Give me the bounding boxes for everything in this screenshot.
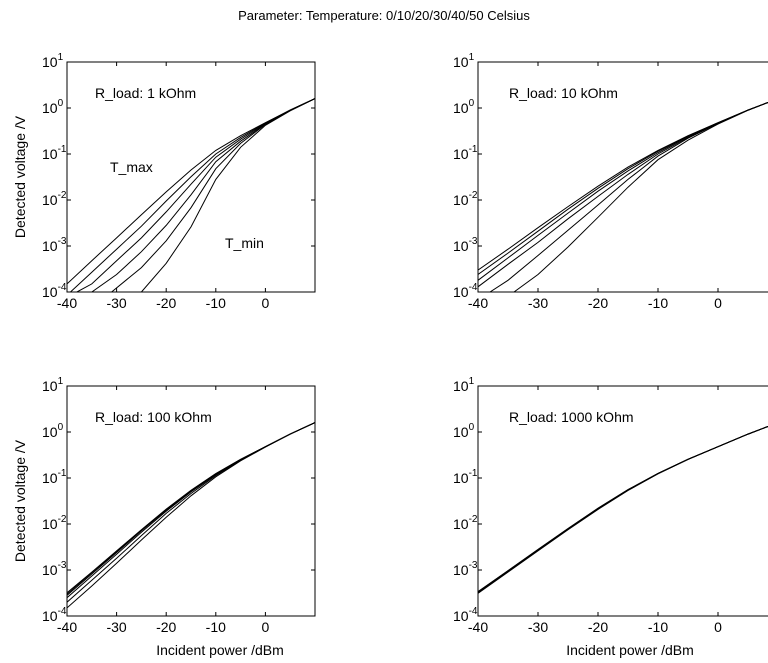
- y-tick-label: 10-1: [42, 468, 67, 486]
- series-line-6: [141, 98, 315, 292]
- series-lines: [67, 422, 315, 609]
- series-line-4: [478, 425, 768, 593]
- x-tick-label: -20: [588, 619, 608, 635]
- series-line-2: [478, 425, 768, 593]
- series-line-1: [478, 101, 768, 271]
- y-tick-label: 10-4: [42, 282, 67, 300]
- y-tick-label: 100: [42, 98, 64, 116]
- series-line-6: [478, 425, 768, 594]
- series-lines: [478, 101, 768, 292]
- annotation: R_load: 10 kOhm: [509, 85, 618, 101]
- y-tick-label: 10-3: [42, 236, 67, 254]
- x-tick-label: 0: [714, 295, 722, 311]
- y-tick-label: 10-2: [453, 514, 478, 532]
- series-line-3: [478, 101, 768, 281]
- series-line-6: [67, 422, 315, 609]
- series-line-3: [76, 98, 315, 292]
- subplot-grid: -40 -30 -20 -10 0 10-4 10-3 10-2 10-1 100 101 R_loa…: [12, 52, 768, 658]
- x-tick-label: -10: [648, 619, 668, 635]
- series-line-4: [67, 422, 315, 599]
- y-tick-label: 101: [42, 52, 64, 70]
- series-line-1: [67, 422, 315, 594]
- y-tick-label: 100: [453, 422, 475, 440]
- y-tick-label: 10-1: [453, 144, 478, 162]
- x-tick-label: -20: [156, 619, 176, 635]
- y-tick-label: 10-2: [42, 190, 67, 208]
- figure-suptitle: Parameter: Temperature: 0/10/20/30/40/50…: [238, 8, 530, 23]
- series-line-4: [91, 98, 315, 292]
- y-tick-label: 101: [42, 376, 64, 394]
- x-tick-label: -20: [588, 295, 608, 311]
- y-tick-label: 10-1: [453, 468, 478, 486]
- x-tick-label: -10: [648, 295, 668, 311]
- series-lines: [478, 425, 768, 594]
- subplot-4: -40 -30 -20 -10 0 10-4 10-3 10-2 10-1 100 101 R_loa…: [453, 376, 768, 658]
- series-lines: [67, 98, 315, 292]
- x-tick-label: -30: [528, 295, 548, 311]
- y-tick-label: 10-2: [42, 514, 67, 532]
- subplot-2: -40 -30 -20 -10 0 10-4 10-3 10-2 10-1 100 101 R_loa…: [453, 52, 768, 311]
- subplot-1: -40 -30 -20 -10 0 10-4 10-3 10-2 10-1 100 101 R_loa…: [12, 52, 316, 311]
- x-tick-label: 0: [262, 619, 270, 635]
- y-axis-label: Detected voltage /V: [12, 115, 28, 238]
- y-axis-label: Detected voltage /V: [12, 439, 28, 562]
- x-axis-label: Incident power /dBm: [566, 642, 694, 658]
- x-tick-label: -30: [106, 295, 126, 311]
- x-tick-label: -30: [106, 619, 126, 635]
- series-line-2: [67, 422, 315, 595]
- y-tick-label: 10-1: [42, 144, 67, 162]
- axes-frame: [66, 385, 316, 617]
- annotation: T_max: [110, 159, 153, 175]
- x-axis-label: Incident power /dBm: [156, 642, 284, 658]
- annotation: R_load: 1000 kOhm: [509, 409, 634, 425]
- y-tick-label: 10-4: [453, 606, 478, 624]
- axes-frame: [477, 385, 768, 617]
- series-line-1: [67, 98, 315, 285]
- x-tick-label: -40: [57, 619, 77, 635]
- y-tick-label: 10-3: [42, 560, 67, 578]
- series-line-3: [478, 425, 768, 593]
- y-tick-label: 10-3: [453, 236, 478, 254]
- annotation: R_load: 100 kOhm: [95, 409, 212, 425]
- y-tick-label: 101: [453, 52, 475, 70]
- annotation: T_min: [225, 235, 264, 251]
- y-tick-label: 100: [453, 98, 475, 116]
- x-tick-label: -20: [156, 295, 176, 311]
- series-line-5: [111, 98, 315, 292]
- x-tick-label: -40: [468, 295, 488, 311]
- x-tick-label: -10: [206, 295, 226, 311]
- x-tick-label: 0: [714, 619, 722, 635]
- y-tick-label: 10-4: [453, 282, 478, 300]
- y-tick-label: 10-2: [453, 190, 478, 208]
- x-tick-label: -10: [206, 619, 226, 635]
- axes-frame: [477, 61, 768, 293]
- series-line-2: [69, 98, 315, 292]
- series-line-5: [478, 425, 768, 594]
- series-line-6: [513, 101, 768, 292]
- y-tick-label: 10-4: [42, 606, 67, 624]
- x-tick-label: -40: [57, 295, 77, 311]
- y-tick-label: 100: [42, 422, 64, 440]
- y-tick-label: 101: [453, 376, 475, 394]
- axes-frame: [66, 61, 316, 293]
- y-tick-label: 10-3: [453, 560, 478, 578]
- subplot-3: -40 -30 -20 -10 0 10-4 10-3 10-2 10-1 100 101 R_loa…: [12, 376, 316, 658]
- series-line-1: [478, 425, 768, 593]
- series-line-5: [489, 101, 768, 292]
- x-tick-label: 0: [262, 295, 270, 311]
- annotation: R_load: 1 kOhm: [95, 85, 196, 101]
- x-tick-label: -30: [528, 619, 548, 635]
- x-tick-label: -40: [468, 619, 488, 635]
